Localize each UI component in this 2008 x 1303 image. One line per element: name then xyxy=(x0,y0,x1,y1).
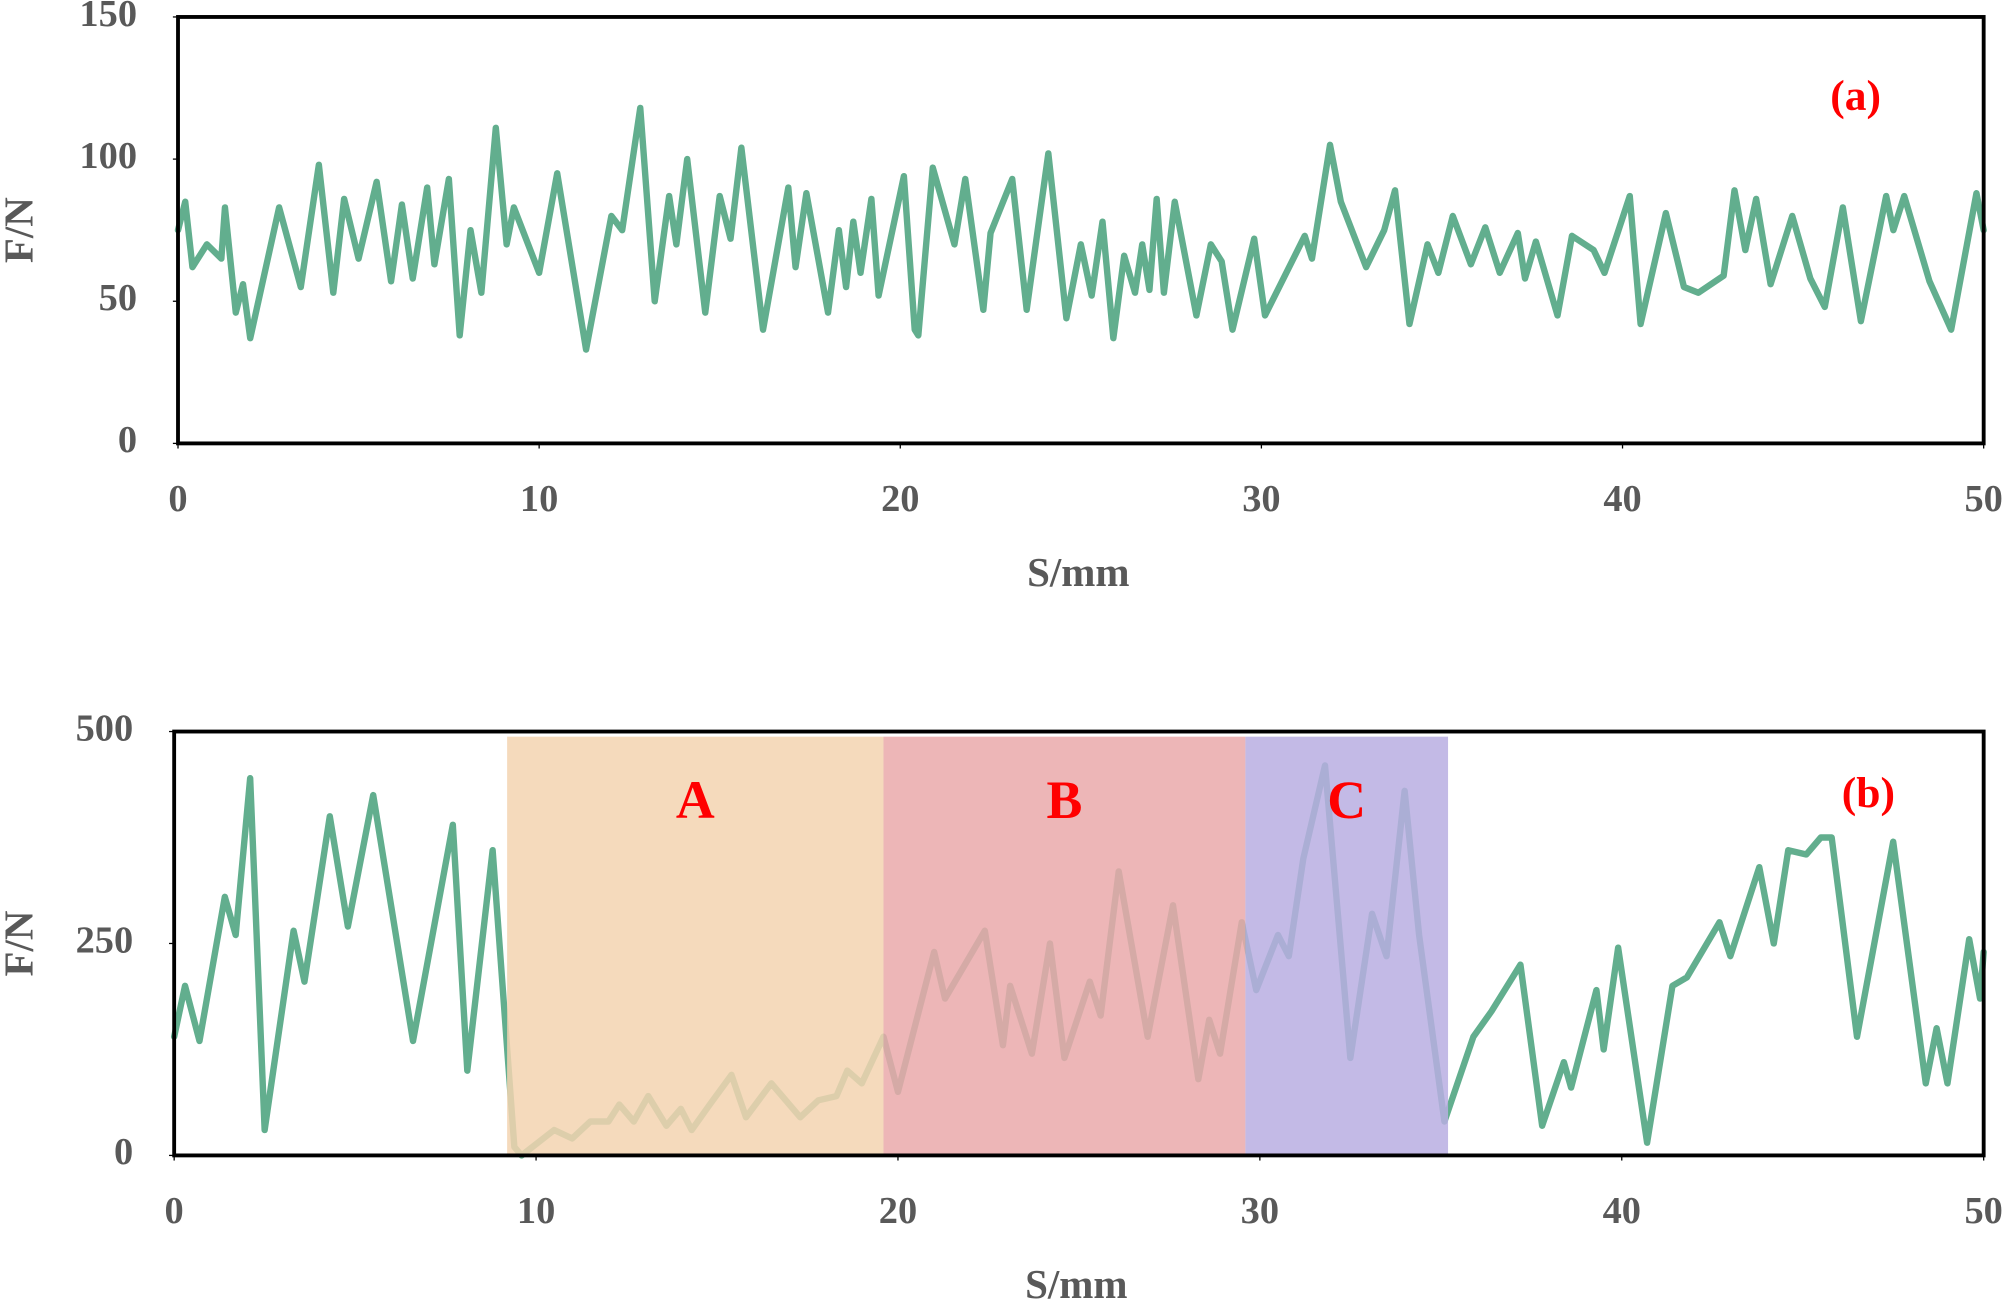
y-tick-label: 0 xyxy=(118,419,137,461)
y-tick-label: 150 xyxy=(79,0,137,35)
region-label: B xyxy=(1047,770,1083,830)
x-tick-label: 20 xyxy=(879,1190,917,1232)
y-axis-label: F/N xyxy=(0,197,41,263)
region xyxy=(507,736,884,1156)
x-tick-label: 30 xyxy=(1241,1190,1279,1232)
region-label: C xyxy=(1327,770,1366,830)
panel-label: (b) xyxy=(1842,769,1895,817)
data-line xyxy=(174,104,1987,353)
x-tick-label: 10 xyxy=(520,478,558,520)
y-tick-label: 250 xyxy=(76,919,134,961)
x-tick-label: 50 xyxy=(1964,1190,2002,1232)
x-tick-label: 0 xyxy=(168,478,187,520)
region xyxy=(1245,736,1449,1156)
y-tick-label: 500 xyxy=(76,707,134,749)
plot-frame xyxy=(172,729,1986,1158)
x-tick-label: 40 xyxy=(1603,1190,1641,1232)
x-axis-label: S/mm xyxy=(1025,1261,1127,1303)
plot-frame xyxy=(176,15,1986,446)
y-tick-label: 100 xyxy=(79,135,137,177)
x-tick-label: 30 xyxy=(1242,478,1280,520)
panel-label: (a) xyxy=(1830,72,1881,120)
region xyxy=(883,736,1246,1156)
y-axis-label: F/N xyxy=(0,910,41,976)
x-tick-label: 0 xyxy=(165,1190,184,1232)
x-tick-label: 50 xyxy=(1964,478,2002,520)
x-axis-label: S/mm xyxy=(1027,549,1129,595)
region-label: A xyxy=(676,770,715,830)
y-tick-label: 50 xyxy=(99,277,137,319)
x-tick-label: 10 xyxy=(517,1190,555,1232)
x-tick-label: 20 xyxy=(881,478,919,520)
y-tick-label: 0 xyxy=(114,1131,133,1173)
x-tick-label: 40 xyxy=(1603,478,1641,520)
